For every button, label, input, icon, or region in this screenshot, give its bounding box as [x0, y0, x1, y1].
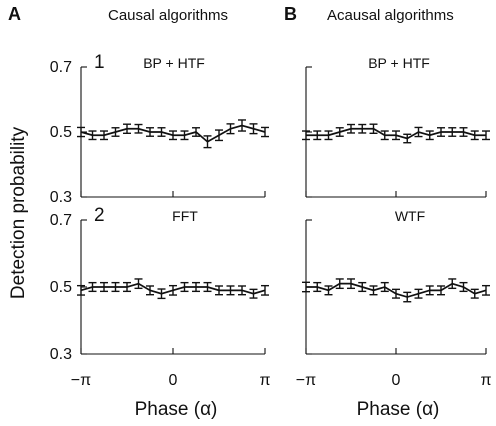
y-tick-label: 0.5 — [50, 124, 72, 141]
x-axis-title-left: Phase (α) — [135, 399, 218, 420]
panel-algorithm-label: WTF — [395, 208, 425, 224]
y-tick-label: 0.5 — [50, 279, 72, 296]
y-axis-title: Detection probability — [8, 126, 29, 299]
x-tick-label: 0 — [169, 372, 178, 389]
panel-algorithm-label: BP + HTF — [143, 55, 205, 71]
x-tick-label: 0 — [392, 372, 401, 389]
panel-acausal-bp-htf: BP + HTF — [302, 55, 490, 198]
x-axis-title-right: Phase (α) — [357, 399, 440, 420]
panel-number: 1 — [94, 52, 105, 73]
x-tick-label: −π — [71, 372, 91, 389]
panel-algorithm-label: FFT — [172, 208, 198, 224]
y-tick-label: 0.7 — [50, 212, 72, 229]
column-letter-b: B — [284, 4, 297, 24]
column-title-causal: Causal algorithms — [108, 7, 228, 24]
y-tick-label: 0.3 — [50, 346, 72, 363]
x-tick-label: π — [259, 372, 270, 389]
column-title-acausal: Acausal algorithms — [327, 7, 454, 24]
panel-acausal-wtf: −π 0 π WTF — [296, 208, 492, 389]
panel-algorithm-label: BP + HTF — [368, 55, 430, 71]
panel-number: 2 — [94, 205, 105, 226]
y-tick-label: 0.3 — [50, 189, 72, 206]
x-tick-label: π — [480, 372, 491, 389]
x-tick-label: −π — [296, 372, 316, 389]
y-tick-label: 0.7 — [50, 59, 72, 76]
column-letter-a: A — [8, 4, 21, 24]
panel-causal-fft: 0.3 0.5 0.7 −π 0 π 2 FFT — [50, 205, 271, 389]
panel-causal-bp-htf: 0.3 0.5 0.7 1 BP + HTF — [50, 52, 269, 206]
